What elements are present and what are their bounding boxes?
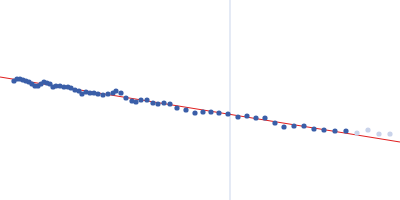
point [150, 100, 155, 105]
point [161, 100, 166, 105]
point [208, 109, 213, 114]
point [244, 113, 249, 118]
point [235, 114, 240, 119]
point [376, 131, 381, 136]
point [118, 90, 123, 95]
point [262, 115, 267, 120]
point [138, 97, 143, 102]
point [216, 110, 221, 115]
point [123, 95, 128, 100]
line [229, 0, 230, 200]
point [100, 92, 105, 97]
point [365, 127, 370, 132]
point [332, 128, 337, 133]
point [387, 131, 392, 136]
point [311, 126, 316, 131]
chart [0, 0, 400, 200]
point [281, 124, 286, 129]
point [272, 120, 277, 125]
point [192, 110, 197, 115]
point [253, 115, 258, 120]
point [183, 107, 188, 112]
point [321, 127, 326, 132]
point [133, 99, 138, 104]
point [155, 101, 160, 106]
point [291, 123, 296, 128]
point [105, 91, 110, 96]
point [354, 130, 359, 135]
point [113, 88, 118, 93]
line [0, 77, 400, 142]
point [200, 109, 205, 114]
point [343, 128, 348, 133]
point [167, 101, 172, 106]
point [144, 97, 149, 102]
plot-area [0, 0, 400, 200]
point [174, 105, 179, 110]
point [301, 123, 306, 128]
point [225, 111, 230, 116]
point [95, 91, 100, 96]
